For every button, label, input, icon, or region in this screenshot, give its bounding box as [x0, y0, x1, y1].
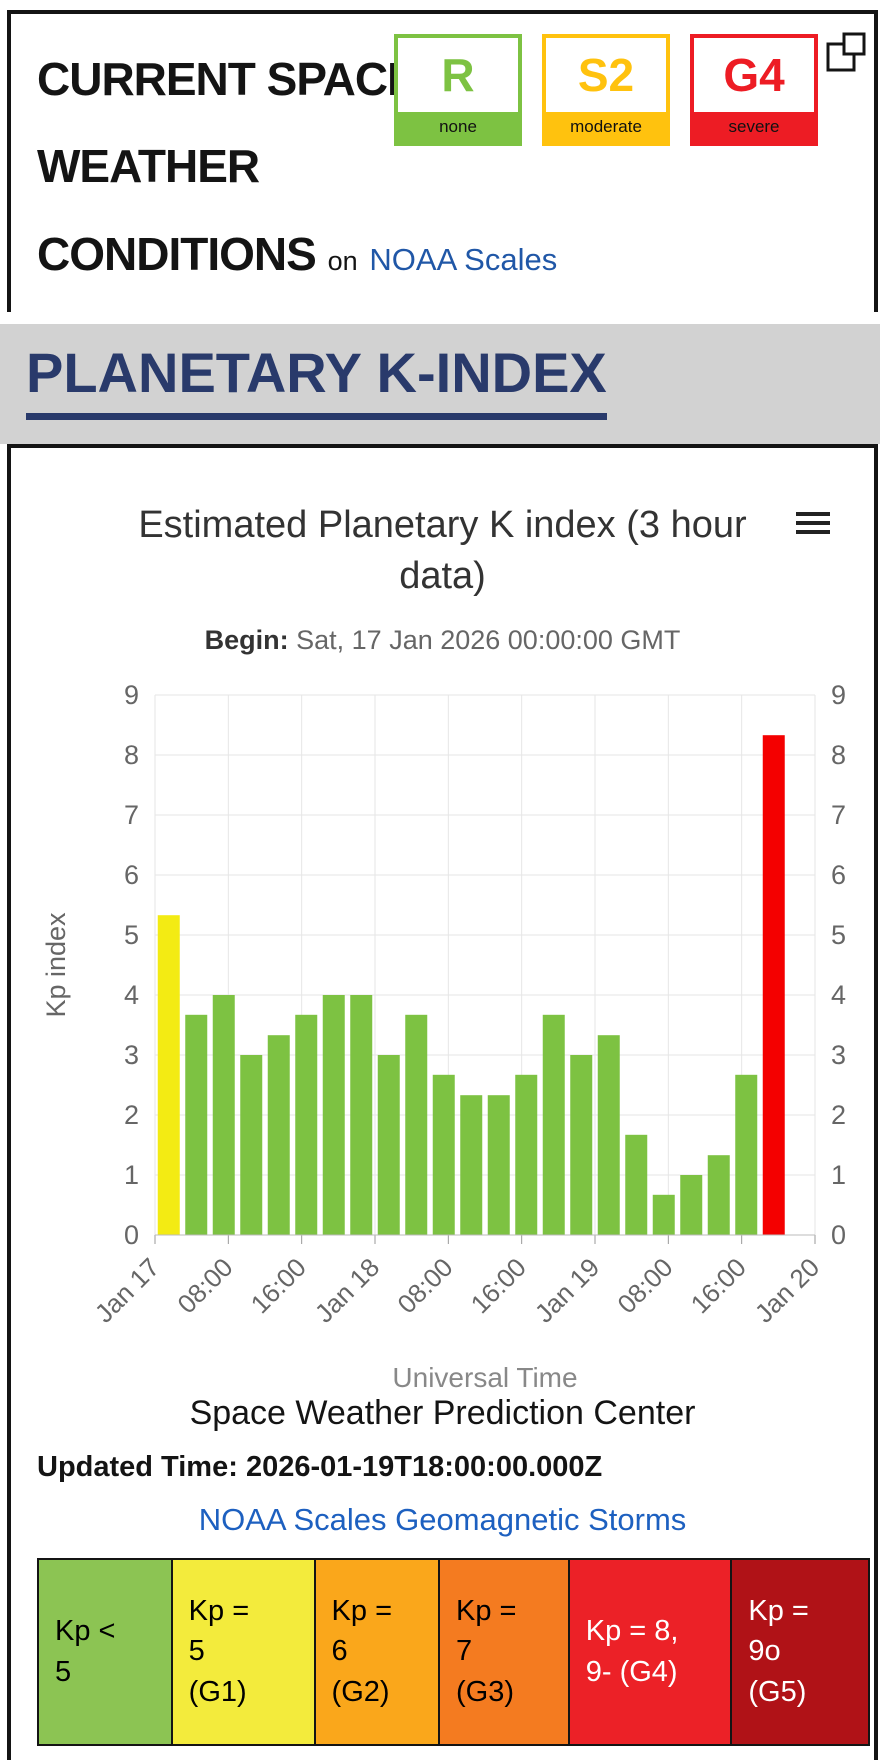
x-axis-label: Jan 19 — [528, 1252, 604, 1328]
kp-bar[interactable] — [404, 1014, 427, 1235]
y-axis-label-right: 7 — [831, 800, 846, 830]
kp-bar[interactable] — [349, 994, 372, 1235]
chart-gridlines — [154, 694, 815, 1236]
kp-bar[interactable] — [459, 1094, 482, 1235]
x-axis-label: Jan 20 — [748, 1252, 824, 1328]
x-axis-label: 08:00 — [611, 1252, 678, 1319]
y-axis-label-left: 2 — [123, 1100, 138, 1130]
kp-bar[interactable] — [569, 1054, 592, 1235]
x-axis-label: 16:00 — [464, 1252, 531, 1319]
title-line: WEATHER — [37, 140, 260, 193]
y-axis-label-right: 3 — [831, 1040, 846, 1070]
kp-bar[interactable] — [707, 1154, 730, 1235]
page-title: CURRENT SPACE WEATHER CONDITIONS on NOAA… — [37, 36, 577, 298]
kp-bar[interactable] — [487, 1094, 510, 1235]
updated-time-value: 2026-01-19T18:00:00.000Z — [245, 1450, 603, 1483]
y-axis-label-left: 8 — [123, 740, 138, 770]
legend-cell: Kp = 5 (G1) — [172, 1559, 314, 1744]
y-axis-label-left: 9 — [123, 680, 138, 710]
y-axis-label-right: 2 — [831, 1100, 846, 1130]
current-conditions-panel: CURRENT SPACE WEATHER CONDITIONS on NOAA… — [7, 10, 878, 312]
kp-bar[interactable] — [239, 1054, 262, 1235]
hamburger-icon — [796, 521, 830, 525]
y-axis-title: Kp index — [41, 912, 71, 1018]
begin-value: Sat, 17 Jan 2026 00:00:00 GMT — [296, 624, 681, 655]
kp-bar[interactable] — [267, 1034, 290, 1235]
legend-cell: Kp = 9o (G5) — [732, 1559, 868, 1744]
kp-bar[interactable] — [322, 994, 345, 1235]
y-axis-label-right: 9 — [831, 680, 846, 710]
y-axis-label-right: 6 — [831, 860, 846, 890]
on-text: on — [327, 245, 358, 276]
x-axis-label: 08:00 — [171, 1252, 238, 1319]
noaa-scales-link[interactable]: NOAA Scales — [369, 241, 558, 277]
chart-title: Estimated Planetary K index (3 hour data… — [138, 504, 747, 598]
section-banner: PLANETARY K-INDEX — [0, 324, 880, 444]
legend-cell: Kp = 6 (G2) — [315, 1559, 439, 1744]
kp-bar[interactable] — [624, 1134, 647, 1235]
section-title: PLANETARY K-INDEX — [26, 340, 607, 420]
legend-cell: Kp < 5 — [39, 1559, 171, 1744]
title-line: CONDITIONS — [37, 227, 317, 280]
kp-bar[interactable] — [542, 1014, 565, 1235]
x-axis-label: 16:00 — [684, 1252, 751, 1319]
scale-status-label: moderate — [546, 112, 666, 142]
updated-time: Updated Time: 2026-01-19T18:00:00.000Z — [37, 1451, 874, 1484]
kp-color-legend: Kp < 5 Kp = 5 (G1) Kp = 6 (G2) Kp = 7 (G3) K… — [37, 1557, 870, 1746]
source-attribution: Space Weather Prediction Center — [189, 1393, 696, 1432]
kp-bar[interactable] — [212, 994, 235, 1235]
hamburger-icon — [796, 530, 830, 534]
begin-label: Begin: — [204, 624, 289, 655]
x-axis-label: Jan 18 — [308, 1252, 384, 1328]
k-index-panel: Estimated Planetary K index (3 hour data… — [7, 444, 878, 1760]
x-axis-label: Jan 17 — [88, 1252, 164, 1328]
y-axis-label-left: 1 — [123, 1160, 138, 1190]
chart-subtitle: Begin: Sat, 17 Jan 2026 00:00:00 GMT — [11, 625, 874, 656]
chart-menu-button[interactable] — [796, 512, 830, 539]
scale-box-s2[interactable]: S2 moderate — [542, 34, 670, 146]
geomagnetic-storms-link[interactable]: NOAA Scales Geomagnetic Storms — [198, 1501, 687, 1537]
legend-cell: Kp = 8, 9- (G4) — [569, 1559, 731, 1744]
y-axis-label-right: 1 — [831, 1160, 846, 1190]
scale-level-label: S2 — [577, 49, 635, 101]
kp-bar[interactable] — [514, 1074, 537, 1235]
kp-bar[interactable] — [377, 1054, 400, 1235]
x-axis-label: 16:00 — [244, 1252, 311, 1319]
y-axis-label-left: 3 — [123, 1040, 138, 1070]
kp-bar[interactable] — [157, 914, 180, 1235]
y-axis-label-right: 5 — [831, 920, 846, 950]
y-axis-label-right: 0 — [831, 1220, 846, 1250]
kp-bar[interactable] — [294, 1014, 317, 1235]
chart-bars — [157, 734, 785, 1235]
y-axis-label-left: 6 — [123, 860, 138, 890]
y-axis-label-right: 4 — [831, 980, 846, 1010]
kp-bar[interactable] — [652, 1194, 675, 1235]
y-axis-label-left: 5 — [123, 920, 138, 950]
external-link-icon[interactable] — [824, 30, 870, 76]
title-line: CURRENT SPACE — [37, 53, 418, 105]
kp-bar[interactable] — [432, 1074, 455, 1235]
legend-cell: Kp = 7 (G3) — [440, 1559, 568, 1744]
scale-box-g4[interactable]: G4 severe — [690, 34, 818, 146]
scale-level-label: G4 — [723, 49, 785, 101]
x-axis-title: Universal Time — [392, 1362, 577, 1393]
y-axis-label-left: 4 — [123, 980, 138, 1010]
kp-bar[interactable] — [679, 1174, 702, 1235]
hamburger-icon — [796, 512, 830, 516]
y-axis-label-left: 0 — [123, 1220, 138, 1250]
kp-bar[interactable] — [184, 1014, 207, 1235]
kp-bar[interactable] — [762, 734, 785, 1235]
x-axis-label: 08:00 — [391, 1252, 458, 1319]
y-axis-label-right: 8 — [831, 740, 846, 770]
kp-bar[interactable] — [734, 1074, 757, 1235]
scale-status-label: severe — [694, 112, 814, 142]
kp-bar[interactable] — [597, 1034, 620, 1235]
updated-time-label: Updated Time: — [37, 1450, 238, 1483]
y-axis-label-left: 7 — [123, 800, 138, 830]
scale-level-label: R — [441, 49, 475, 101]
scale-status-label: none — [398, 112, 518, 142]
